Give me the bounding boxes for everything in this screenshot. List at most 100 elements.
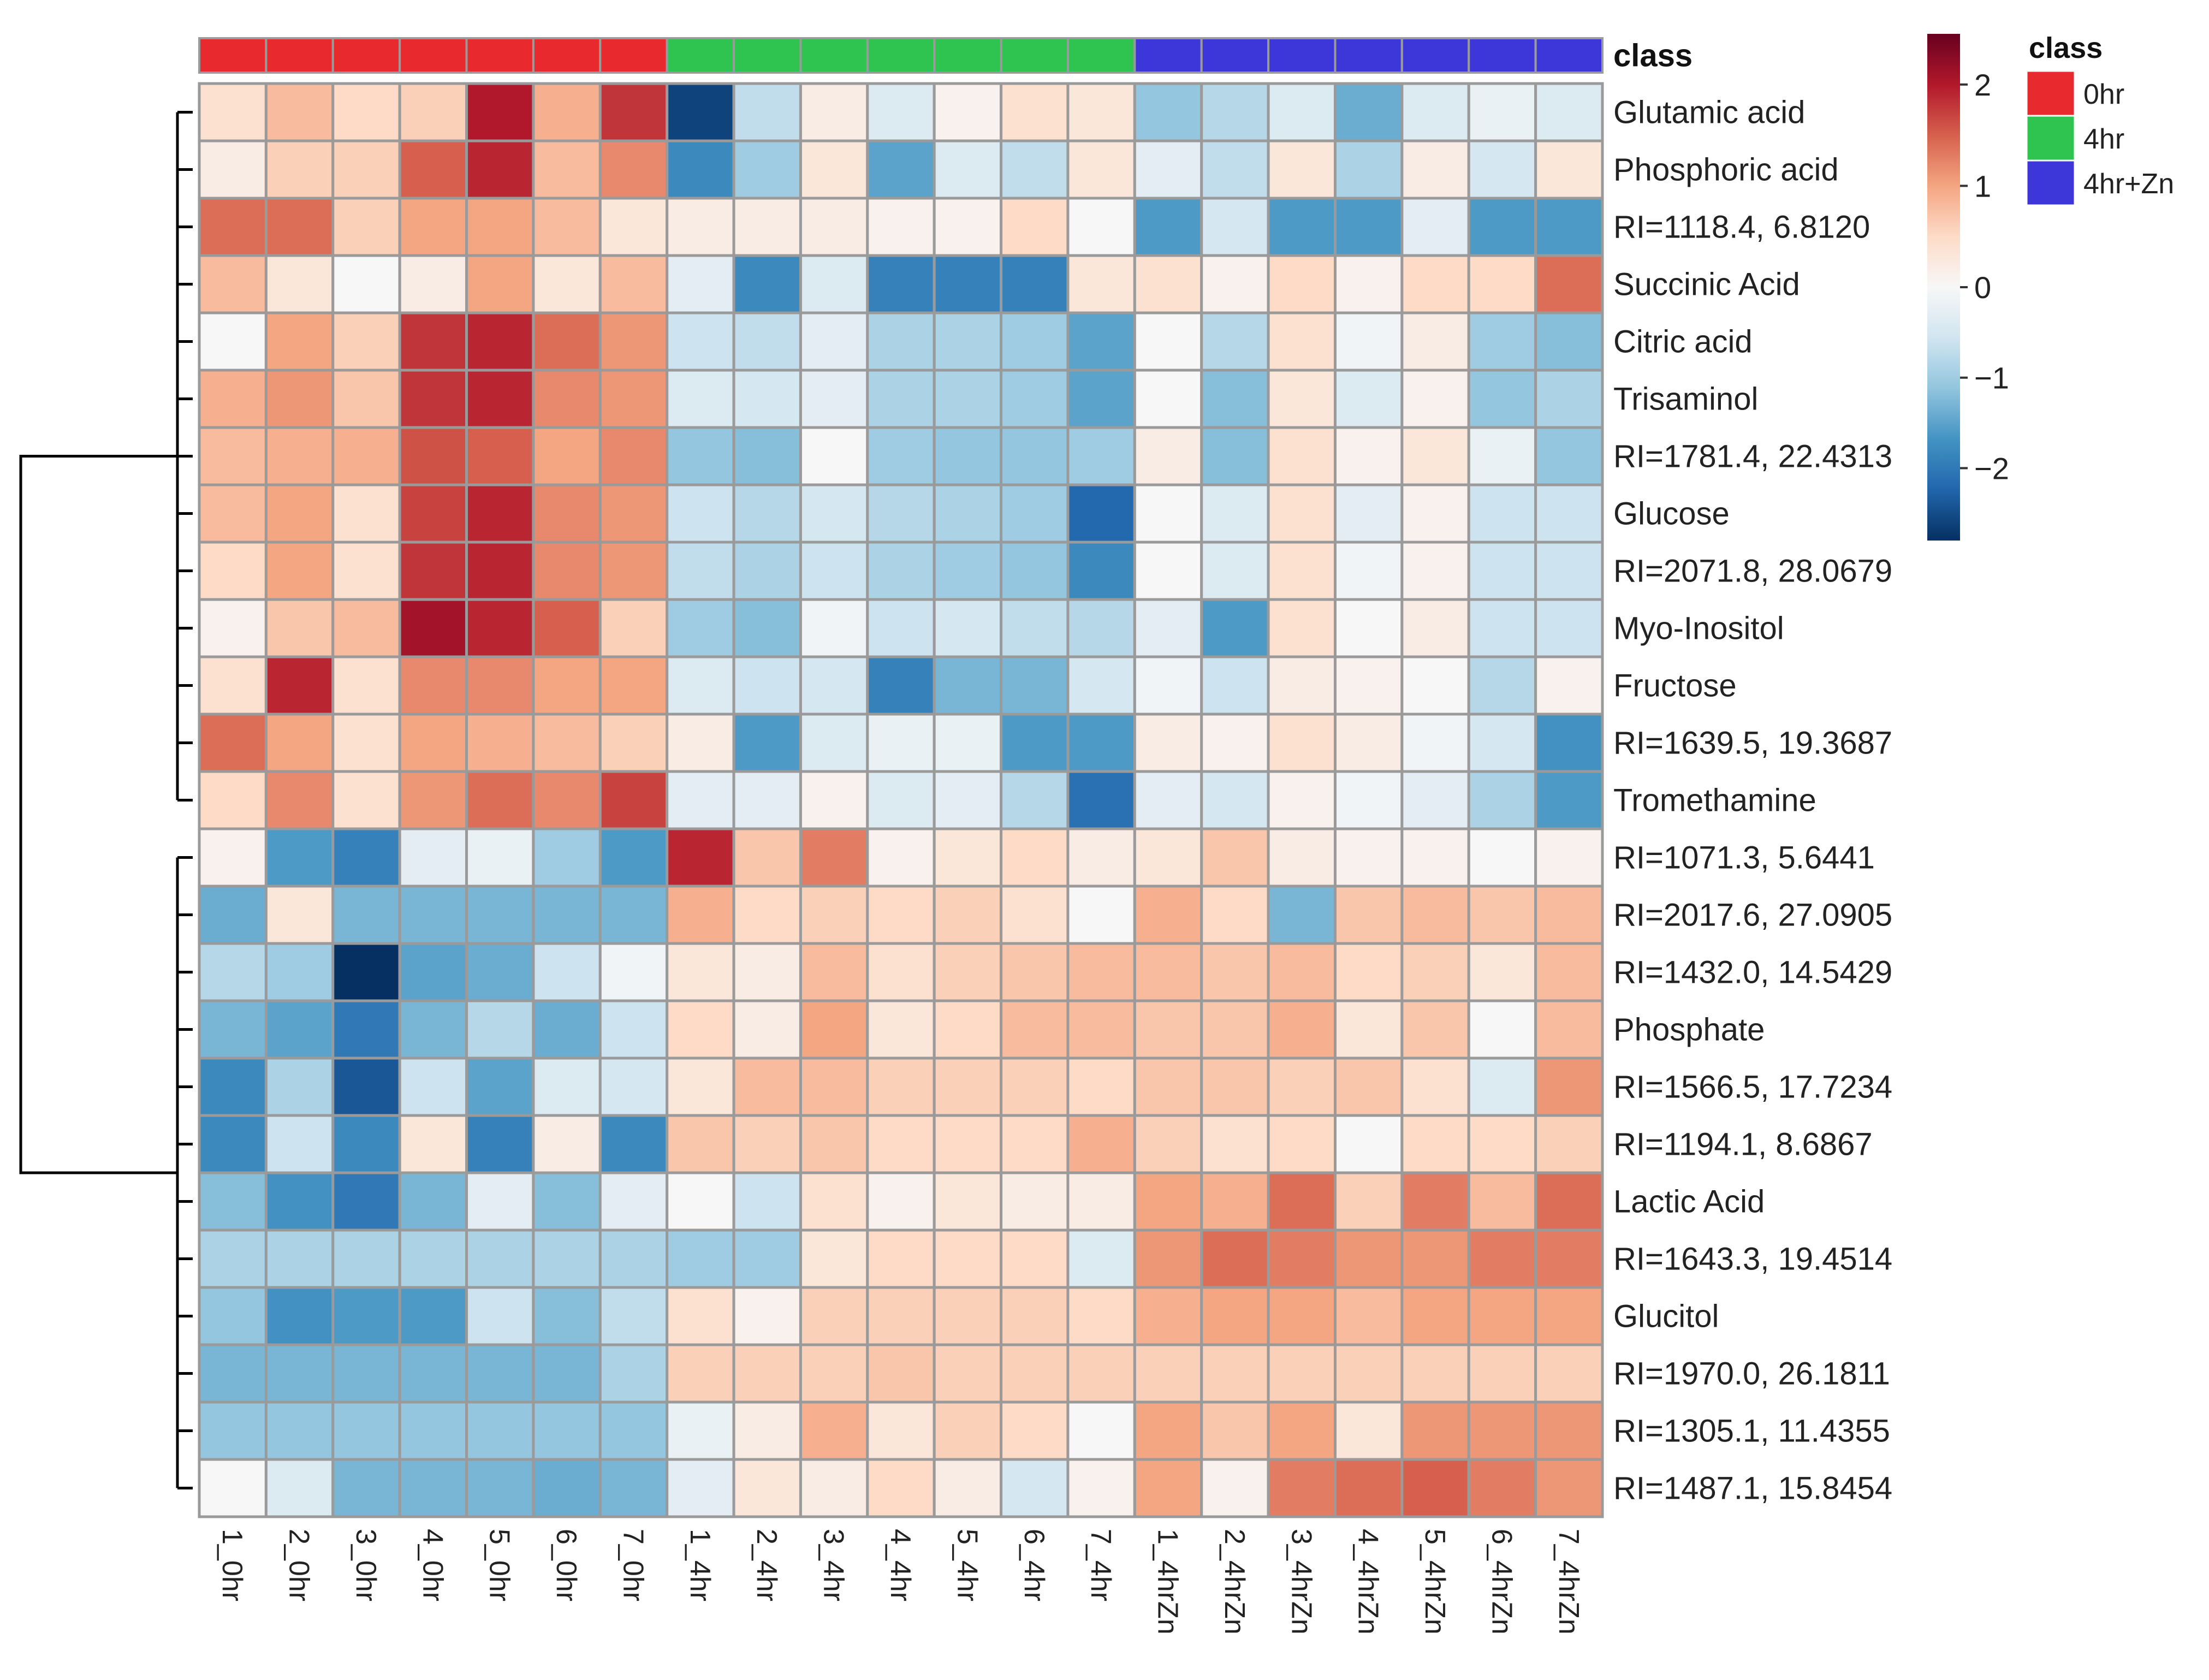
column-label: 4_0hr xyxy=(417,1529,448,1601)
heatmap-cell xyxy=(331,655,401,716)
heatmap-cell xyxy=(666,1343,735,1404)
heatmap-cell xyxy=(1333,1343,1404,1404)
heatmap-cell xyxy=(398,197,468,257)
heatmap-cell xyxy=(598,713,669,773)
heatmap-cell xyxy=(866,139,936,200)
heatmap-cell xyxy=(1534,197,1604,257)
heatmap-cell xyxy=(1333,483,1404,544)
heatmap-cell xyxy=(1333,254,1404,314)
heatmap-cell xyxy=(1000,770,1070,830)
heatmap-cell xyxy=(799,655,869,716)
heatmap-cell xyxy=(666,254,735,314)
heatmap-cell xyxy=(264,1458,335,1518)
heatmap-cell xyxy=(598,426,669,486)
heatmap-cell xyxy=(933,655,1003,716)
heatmap-cell xyxy=(1133,139,1203,200)
heatmap-cell xyxy=(1133,827,1203,888)
heatmap-cell xyxy=(532,713,602,773)
heatmap-cell xyxy=(198,426,268,486)
heatmap-cell xyxy=(799,1458,869,1518)
heatmap-cell xyxy=(1467,1228,1537,1289)
heatmap-cell xyxy=(532,1114,602,1174)
heatmap-cell xyxy=(1133,999,1203,1060)
class-bar-cell xyxy=(933,37,1002,74)
heatmap-cell xyxy=(1200,1114,1270,1174)
heatmap-cell xyxy=(1200,713,1270,773)
heatmap-cell xyxy=(331,1228,401,1289)
heatmap-cell xyxy=(933,82,1003,143)
row-label: RI=1432.0, 14.5429 xyxy=(1613,955,1892,990)
heatmap-cell xyxy=(933,1171,1003,1232)
heatmap-cell xyxy=(198,884,268,945)
heatmap-cell xyxy=(799,1171,869,1232)
heatmap-cell xyxy=(1200,1056,1270,1117)
heatmap-cell xyxy=(732,713,802,773)
class-bar-cell xyxy=(1200,37,1270,74)
heatmap-cell xyxy=(933,1400,1003,1461)
heatmap-cell xyxy=(1467,770,1537,830)
heatmap-cell xyxy=(1534,884,1604,945)
heatmap-cell xyxy=(1400,426,1470,486)
row-label: RI=1305.1, 11.4355 xyxy=(1613,1414,1890,1449)
heatmap-cell xyxy=(1000,1056,1070,1117)
heatmap-cell xyxy=(799,369,869,429)
heatmap-cell xyxy=(732,541,802,601)
heatmap-cell xyxy=(732,999,802,1060)
heatmap-cell xyxy=(398,1114,468,1174)
heatmap-cell xyxy=(532,655,602,716)
heatmap-cell xyxy=(1200,311,1270,372)
heatmap-cell xyxy=(264,1400,335,1461)
heatmap-cell xyxy=(1133,1286,1203,1346)
heatmap-cell xyxy=(198,1228,268,1289)
heatmap-cell xyxy=(799,426,869,486)
heatmap-cell xyxy=(1066,541,1136,601)
column-label: 5_4hr xyxy=(951,1529,983,1601)
heatmap-cell xyxy=(331,1458,401,1518)
heatmap-cell xyxy=(532,197,602,257)
heatmap-cell xyxy=(866,1228,936,1289)
heatmap-cell xyxy=(398,655,468,716)
heatmap-cell xyxy=(264,1228,335,1289)
column-label: 7_0hr xyxy=(617,1529,649,1601)
heatmap-cell xyxy=(1133,541,1203,601)
heatmap-cell xyxy=(198,1171,268,1232)
class-bar-cell xyxy=(1133,37,1203,74)
heatmap-cell xyxy=(933,1458,1003,1518)
heatmap-cell xyxy=(1400,655,1470,716)
heatmap-cell xyxy=(331,942,401,1002)
heatmap-cell xyxy=(933,369,1003,429)
heatmap-cell xyxy=(1066,1458,1136,1518)
heatmap-cell xyxy=(1200,884,1270,945)
class-bar-cell xyxy=(1267,37,1337,74)
heatmap-cell xyxy=(666,426,735,486)
heatmap-cell xyxy=(1267,655,1337,716)
heatmap-cell xyxy=(264,426,335,486)
heatmap-cell xyxy=(732,1458,802,1518)
heatmap-cell xyxy=(799,139,869,200)
heatmap-cell xyxy=(1000,541,1070,601)
heatmap-cell xyxy=(933,254,1003,314)
heatmap-cell xyxy=(1200,1171,1270,1232)
column-label: 1_0hr xyxy=(216,1529,248,1601)
heatmap-cell xyxy=(1267,942,1337,1002)
row-label: Phosphate xyxy=(1613,1012,1765,1048)
row-labels: Glutamic acid Phosphoric acid RI=1118.4, 6… xyxy=(1613,95,1892,1506)
heatmap-cell xyxy=(1000,1400,1070,1461)
heatmap-cell xyxy=(799,311,869,372)
heatmap-cell xyxy=(1200,197,1270,257)
heatmap-cell xyxy=(933,541,1003,601)
heatmap-cell xyxy=(532,541,602,601)
heatmap-cell xyxy=(1133,942,1203,1002)
heatmap-cell xyxy=(264,827,335,888)
heatmap-cell xyxy=(1467,369,1537,429)
heatmap-cell xyxy=(666,942,735,1002)
heatmap-cell xyxy=(1534,1171,1604,1232)
heatmap-cell xyxy=(532,311,602,372)
heatmap-cell xyxy=(398,999,468,1060)
heatmap-cell xyxy=(198,483,268,544)
column-label: 1_4hrZn xyxy=(1152,1529,1184,1635)
heatmap-cell xyxy=(598,1228,669,1289)
heatmap-cell xyxy=(264,713,335,773)
heatmap-cell xyxy=(1467,1458,1537,1518)
heatmap-cell xyxy=(1400,1286,1470,1346)
